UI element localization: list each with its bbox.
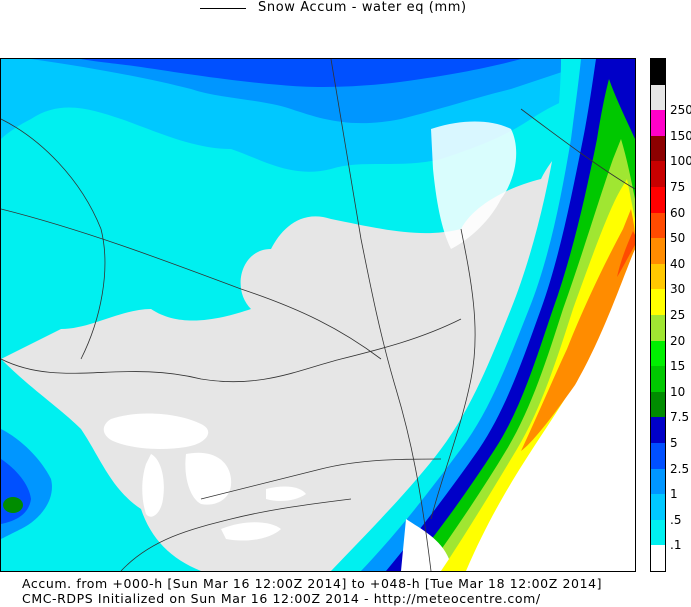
scale-band (651, 519, 665, 546)
hudson-bay-white (431, 121, 517, 249)
ocean-area (456, 249, 635, 571)
scale-band (651, 315, 665, 341)
scale-label: 100 (670, 154, 691, 169)
scale-band (651, 289, 665, 315)
caption-model-init: CMC-RDPS Initialized on Sun Mar 16 12:00… (22, 591, 541, 606)
lake-michigan (142, 454, 164, 517)
scale-band (651, 494, 665, 520)
scale-band (651, 443, 665, 469)
scale-label: 60 (670, 205, 686, 220)
caption-accumulation-period: Accum. from +000-h [Sun Mar 16 12:00Z 20… (22, 576, 603, 591)
scale-label: 25 (670, 308, 686, 322)
color-scale-bar (650, 58, 666, 572)
scale-band (651, 187, 665, 213)
lake-ontario (266, 486, 306, 502)
scale-label: 20 (670, 333, 686, 348)
scale-label: 75 (670, 180, 686, 194)
scale-label: .1 (670, 538, 682, 553)
scale-label: 30 (670, 282, 686, 297)
scale-band (651, 417, 665, 443)
precip-blue (31, 59, 601, 124)
scale-band (651, 110, 665, 136)
precip-coastal-band-blue (361, 59, 635, 571)
map-legend: Snow Accum - water eq (mm) (200, 0, 520, 18)
scale-label: .5 (670, 512, 682, 527)
scale-label: 7.5 (670, 410, 690, 425)
scale-label: 250 (670, 103, 691, 118)
precip-west-green (3, 497, 23, 513)
scale-label: 50 (670, 231, 686, 246)
legend-label: Snow Accum - water eq (mm) (258, 0, 467, 15)
snow-accumulation-map (0, 58, 636, 572)
precip-coastal-band-yellow (441, 179, 635, 571)
scale-band (651, 135, 665, 162)
scale-band (651, 161, 665, 187)
precip-coastal-band-lightcyan (331, 59, 635, 571)
scale-label: 1 (670, 487, 678, 502)
scale-band (651, 263, 665, 290)
scale-label: 5 (670, 436, 678, 450)
lake-huron (185, 452, 232, 505)
lake-erie (221, 522, 281, 541)
precip-coastal-band-orange (521, 209, 635, 451)
map-borders (1, 59, 635, 571)
scale-band (651, 366, 665, 392)
scale-label: 10 (670, 384, 686, 399)
scale-band (651, 212, 665, 239)
scale-band (651, 545, 665, 571)
scale-label: 2.5 (670, 461, 690, 476)
precip-light-cyan-south (1, 359, 201, 571)
precip-coastal-band-lime (426, 139, 635, 571)
scale-band (651, 391, 665, 418)
scale-band (651, 59, 665, 85)
scale-label: 15 (670, 359, 686, 374)
lake-superior (103, 413, 209, 449)
precip-dark-blue (81, 59, 521, 87)
scale-band (651, 340, 665, 367)
scale-band (651, 238, 665, 264)
scale-label: 40 (670, 256, 686, 271)
precip-south-tip-white (401, 519, 449, 571)
scale-band (651, 84, 665, 111)
scale-band (651, 468, 665, 495)
scale-label: 150 (670, 128, 691, 143)
precip-coastal-band-red (617, 231, 635, 277)
legend-line-swatch (200, 8, 246, 9)
